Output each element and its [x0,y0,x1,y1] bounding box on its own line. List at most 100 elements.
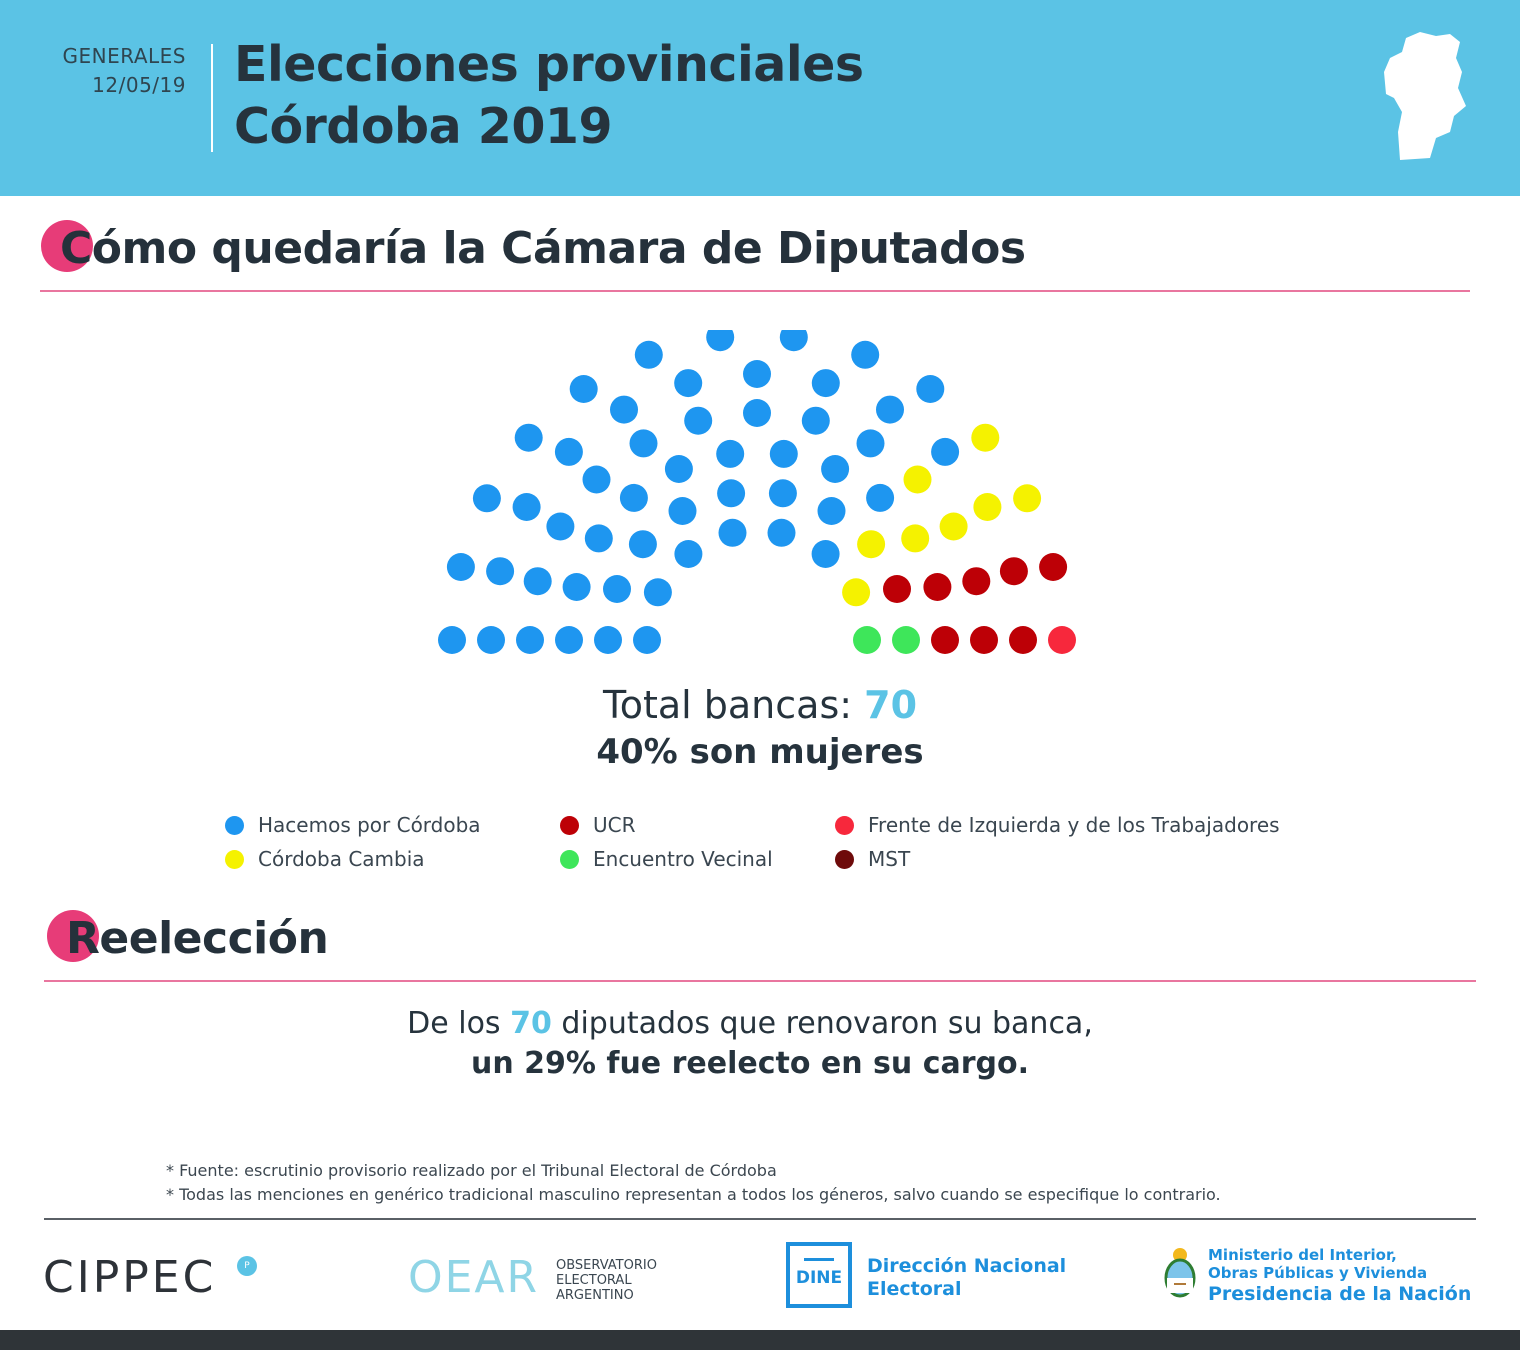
reelection-suffix: diputados que renovaron su banca, [561,1006,1093,1041]
seat-dot [801,406,830,435]
cippec-badge-icon: P [237,1256,257,1276]
seat-dot [743,360,771,388]
legend-swatch [835,815,854,835]
seat-dot [516,626,544,654]
seat-dot [546,512,575,541]
women-share: 40% son mujeres [596,732,924,772]
seat-dot [603,575,631,603]
reelection-statement: De los 70 diputados que renovaron su ban… [0,1006,1500,1041]
footer-divider [44,1218,1476,1220]
seat-dot [610,395,638,424]
seat-dot [477,626,505,654]
dine-logo: DINE [786,1242,852,1308]
seat-dot [554,437,583,466]
seat-dot [584,524,613,553]
seat-dot [973,493,1002,521]
dine-name-line-2: Electoral [867,1278,962,1300]
election-tag: GENERALES 12/05/19 [44,42,186,100]
dine-name: Dirección Nacional Electoral [867,1255,1097,1301]
seat-dot [674,369,703,398]
seat-dot [923,573,952,601]
seat-dot [939,512,968,541]
seat-dot [716,439,745,468]
seat-dot [1013,484,1042,513]
reelection-percentage: un 29% fue reelecto en su cargo. [470,1046,1030,1081]
seat-dot [768,479,797,508]
seat-dot [1048,626,1076,654]
seat-dot [562,573,591,601]
seat-dot [817,497,846,525]
header-banner: GENERALES 12/05/19 Elecciones provincial… [0,0,1520,196]
oear-subtitle: OBSERVATORIO ELECTORAL ARGENTINO [556,1258,657,1303]
seat-dot [856,429,885,458]
seat-dot [851,340,880,369]
seat-dot [970,626,998,654]
legend-item: Encuentro Vecinal [560,845,773,873]
election-type: GENERALES [62,44,186,68]
oear-logo: OEAR [408,1252,540,1303]
seat-dot [718,518,747,547]
seat-dot [842,578,871,607]
legend-swatch [225,815,244,835]
legend-label: MST [868,847,911,871]
seat-dot [674,540,703,568]
legend-item: Frente de Izquierda y de los Trabajadore… [835,811,1280,839]
legend-item: Hacemos por Córdoba [225,811,481,839]
legend-label: UCR [593,813,636,837]
seat-dot [555,626,583,654]
seat-dot [717,479,746,508]
seat-dot [438,626,466,654]
seat-dot [769,439,798,468]
cordoba-province-map-icon [1384,32,1466,160]
seat-dot [811,540,840,568]
seat-dot [643,578,672,607]
total-seats-line: Total bancas: 70 [0,683,1520,727]
title-line-2: Córdoba 2019 [234,98,613,155]
seat-dot [876,395,904,424]
chamber-section-title: Cómo quedaría la Cámara de Diputados [60,223,1026,274]
dine-logo-bar [804,1258,834,1261]
seat-dot [512,493,541,521]
seat-dot [619,483,648,512]
seat-dot [633,626,661,654]
legend-item: Córdoba Cambia [225,845,425,873]
seat-dot [629,429,658,458]
seat-dot [999,557,1028,586]
national-coat-of-arms-icon [1164,1248,1196,1298]
legend-label: Encuentro Vecinal [593,847,773,871]
ministry-name: Ministerio del Interior, Obras Públicas … [1208,1246,1508,1282]
legend-item: UCR [560,811,636,839]
seat-dot [634,340,663,369]
legend-label: Frente de Izquierda y de los Trabajadore… [868,813,1280,837]
ministry-name-line-1: Ministerio del Interior, [1208,1246,1397,1264]
seat-dot [486,557,515,586]
seat-dot [472,484,501,513]
seat-dot [569,375,598,403]
seat-dot [664,455,693,483]
legend-swatch [225,849,244,869]
seat-dot [743,399,771,427]
seat-dot [971,423,1000,452]
cippec-logo: CIPPEC [43,1252,217,1303]
seat-dot [811,369,840,398]
page-title: Elecciones provinciales Córdoba 2019 [234,34,1234,158]
seat-dot [857,530,886,559]
section-bullet-icon [47,910,99,962]
seat-dot [903,465,932,494]
legend-swatch [835,849,854,869]
legend-swatch [560,815,579,835]
title-line-1: Elecciones provinciales [234,36,864,93]
seat-dot [901,524,930,553]
gender-note: * Todas las menciones en genérico tradic… [166,1185,1221,1204]
seat-dot [1009,626,1037,654]
seat-dot [523,567,552,596]
seat-dot [684,406,713,435]
dine-name-line-1: Dirección Nacional [867,1255,1067,1277]
legend-label: Córdoba Cambia [258,847,425,871]
reelection-section-title: Reelección [66,913,329,964]
dine-logo-text: DINE [795,1268,843,1288]
seat-dot [853,626,881,654]
legend-item: MST [835,845,910,873]
parliament-chart [438,330,1076,654]
section-divider [44,980,1476,982]
